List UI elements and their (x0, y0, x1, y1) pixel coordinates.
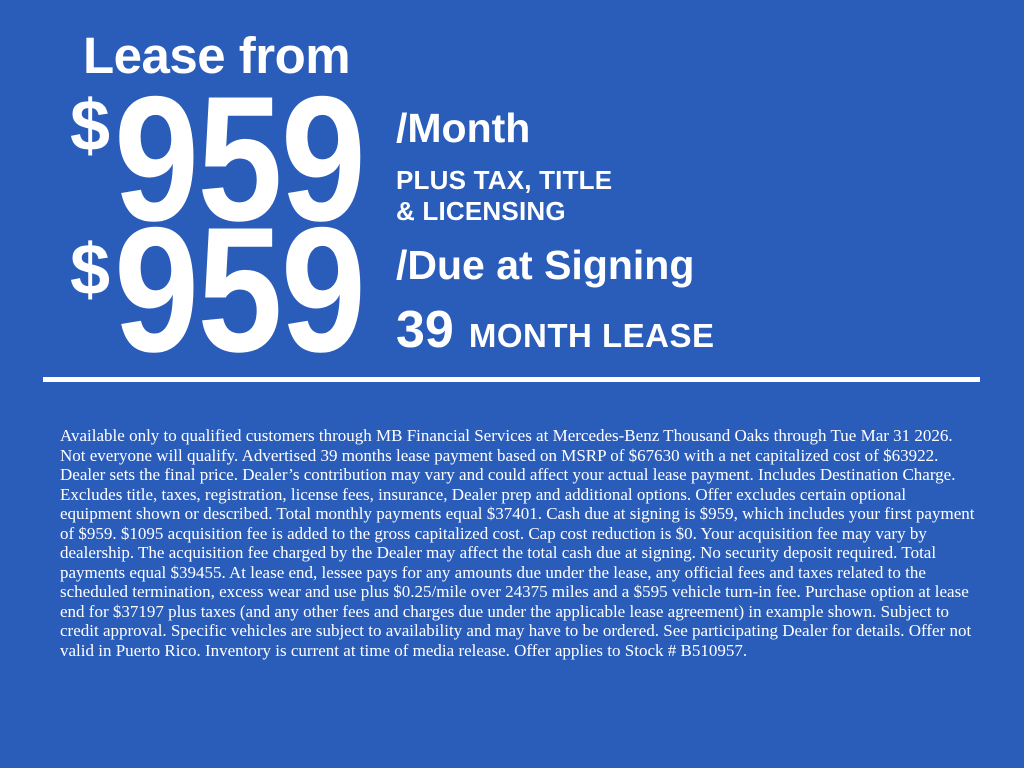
due-amount: 959 (114, 190, 366, 389)
disclaimer-text: Available only to qualified customers th… (60, 426, 975, 660)
lease-term: 39 MONTH LEASE (396, 304, 715, 356)
due-currency-symbol: $ (70, 230, 111, 310)
monthly-note-line1: PLUS TAX, TITLE (396, 165, 613, 196)
lease-term-label: MONTH LEASE (468, 317, 715, 355)
monthly-detail-column: /Month PLUS TAX, TITLE & LICENSING (396, 105, 612, 226)
lease-term-number: 39 (396, 301, 454, 360)
monthly-amount: 959 (114, 59, 366, 258)
monthly-note-line2: & LICENSING (396, 195, 566, 226)
lease-headline: Lease from (83, 27, 351, 84)
monthly-per-label: /Month (396, 105, 531, 151)
monthly-currency-symbol: $ (70, 86, 111, 166)
due-detail-column: /Due at Signing 39 MONTH LEASE (396, 242, 715, 356)
divider-rule (43, 377, 980, 382)
monthly-note: PLUS TAX, TITLE & LICENSING (396, 165, 612, 226)
due-per-label: /Due at Signing (396, 242, 695, 288)
